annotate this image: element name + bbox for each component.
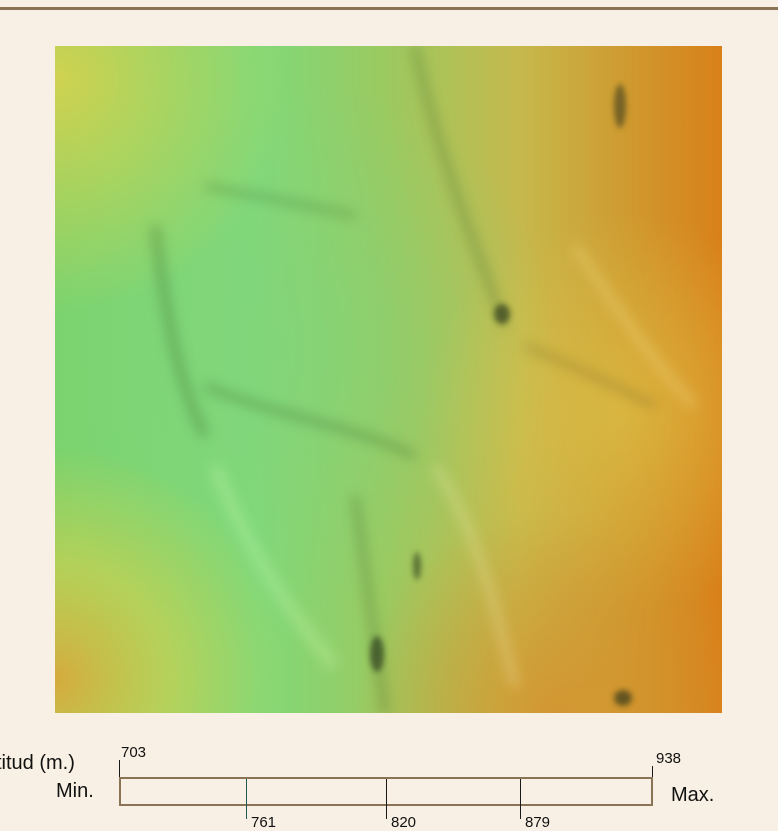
top-divider <box>0 7 778 10</box>
scale-tick-2 <box>386 779 387 819</box>
scale-tick-label-1: 761 <box>251 814 277 831</box>
scale-tick-label-3: 879 <box>525 814 551 831</box>
legend-max-label: Max. <box>671 784 715 806</box>
scale-min-tick <box>119 760 120 778</box>
elevation-map-svg <box>55 46 722 713</box>
scale-min-value: 703 <box>121 744 147 761</box>
scale-tick-1 <box>246 779 247 819</box>
scale-tick-label-2: 820 <box>391 814 417 831</box>
legend-title: titud (m.) <box>0 752 75 774</box>
scale-max-value: 938 <box>656 750 682 767</box>
elevation-map[interactable] <box>55 46 722 713</box>
scale-tick-3 <box>520 779 521 819</box>
scale-max-tick <box>652 766 653 778</box>
legend-min-label: Min. <box>56 780 94 802</box>
